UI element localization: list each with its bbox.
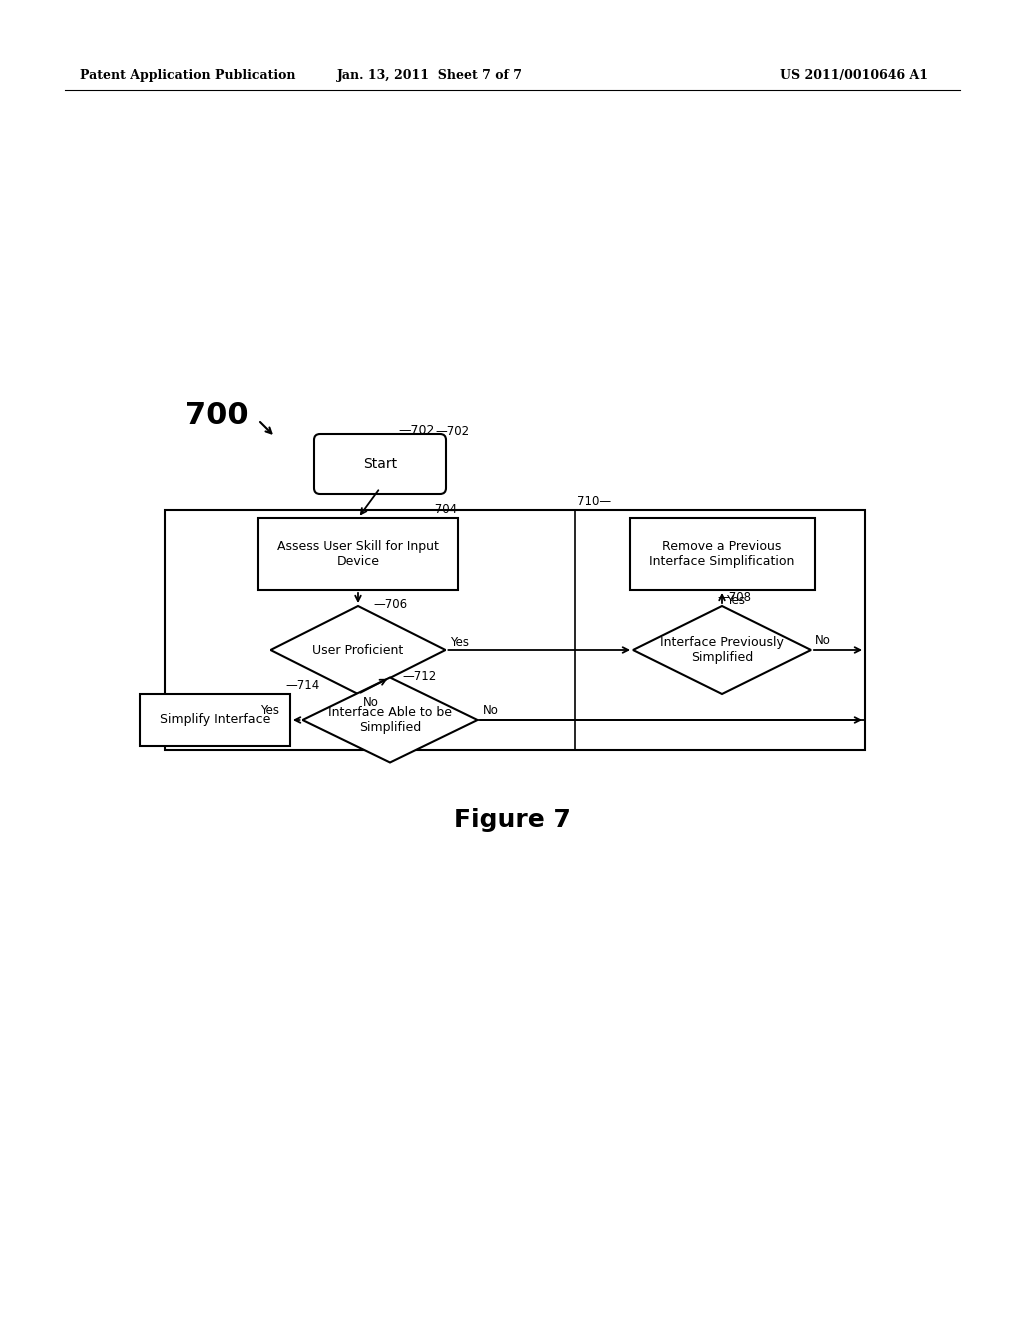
Text: Yes: Yes: [260, 705, 280, 718]
Text: Remove a Previous
Interface Simplification: Remove a Previous Interface Simplificati…: [649, 540, 795, 568]
Text: No: No: [362, 696, 379, 709]
Text: Assess User Skill for Input
Device: Assess User Skill for Input Device: [278, 540, 439, 568]
Text: Start: Start: [362, 457, 397, 471]
Text: Yes: Yes: [451, 635, 469, 648]
Text: —702: —702: [435, 425, 469, 438]
Bar: [165, 510, 865, 750]
Polygon shape: [633, 606, 811, 694]
Text: —714: —714: [285, 678, 319, 692]
Text: —708: —708: [717, 591, 751, 605]
Text: Jan. 13, 2011  Sheet 7 of 7: Jan. 13, 2011 Sheet 7 of 7: [337, 69, 523, 82]
Text: US 2011/0010646 A1: US 2011/0010646 A1: [780, 69, 928, 82]
Text: —706: —706: [373, 598, 408, 611]
Text: 700: 700: [185, 400, 249, 429]
Text: Interface Able to be
Simplified: Interface Able to be Simplified: [328, 706, 452, 734]
Polygon shape: [270, 606, 445, 694]
Bar: [258, 517, 458, 590]
Text: No: No: [815, 635, 830, 648]
FancyBboxPatch shape: [314, 434, 446, 494]
Polygon shape: [302, 677, 477, 763]
Bar: [140, 694, 290, 746]
Text: No: No: [482, 705, 499, 718]
Bar: [630, 517, 814, 590]
Text: Patent Application Publication: Patent Application Publication: [80, 69, 296, 82]
Text: Simplify Interface: Simplify Interface: [160, 714, 270, 726]
Text: User Proficient: User Proficient: [312, 644, 403, 656]
Text: 710—: 710—: [577, 495, 611, 508]
Text: Yes: Yes: [726, 594, 745, 606]
Text: Interface Previously
Simplified: Interface Previously Simplified: [660, 636, 784, 664]
Text: Figure 7: Figure 7: [454, 808, 570, 832]
Text: —702: —702: [398, 424, 434, 437]
Text: —712: —712: [402, 669, 436, 682]
Text: —704: —704: [423, 503, 457, 516]
